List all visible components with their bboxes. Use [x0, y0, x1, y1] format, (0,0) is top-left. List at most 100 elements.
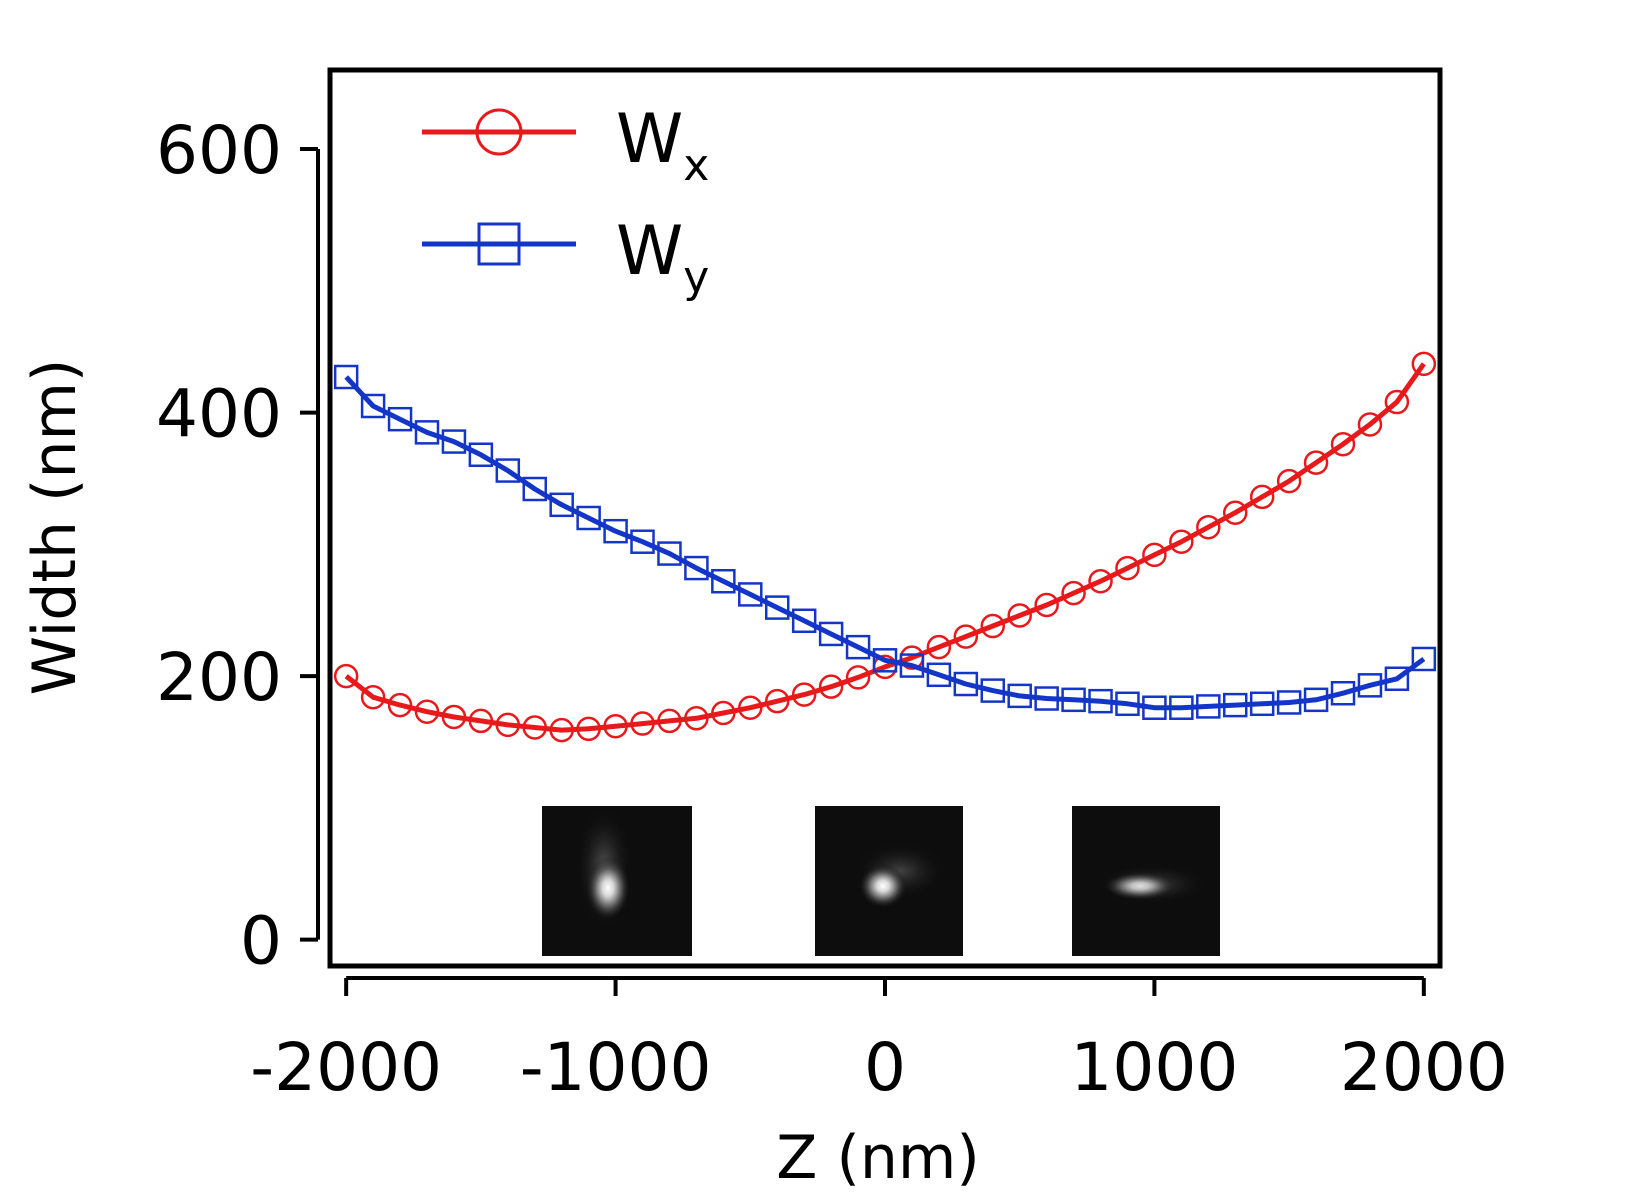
data-point-wy	[1384, 666, 1410, 692]
data-point-wx	[360, 684, 386, 710]
y-tick-label: 400	[156, 376, 282, 453]
data-point-wy	[441, 429, 467, 454]
data-point-wx	[1357, 412, 1383, 437]
legend-item-wy: Wy	[422, 212, 709, 303]
data-point-wy	[1034, 686, 1059, 711]
data-point-wx	[791, 682, 817, 707]
data-point-wx	[738, 695, 763, 720]
data-point-wx	[549, 717, 574, 743]
data-point-wy	[1169, 695, 1194, 720]
legend-marker-wx	[475, 108, 523, 156]
data-point-wx	[980, 613, 1006, 639]
x-tick-label: 1000	[1070, 1029, 1238, 1106]
series-line-wy	[344, 375, 1426, 711]
data-point-wy	[495, 458, 521, 483]
data-point-wx	[1196, 514, 1221, 540]
psf-image-3	[1072, 806, 1220, 956]
plot-frame	[327, 67, 1443, 969]
y-tick-label: 200	[156, 639, 282, 716]
data-point-wx	[1088, 568, 1113, 594]
data-point-wy	[468, 442, 494, 468]
data-point-wy	[1142, 695, 1167, 720]
legend-marker-wy	[477, 222, 521, 266]
data-point-wy	[711, 568, 736, 594]
data-point-wx	[845, 665, 871, 690]
data-point-wx	[1249, 484, 1275, 510]
y-axis-title: Width (nm)	[20, 359, 90, 696]
data-point-wy	[1411, 646, 1437, 672]
data-point-wx	[603, 713, 628, 739]
data-point-wy	[1115, 691, 1140, 717]
data-point-wx	[1007, 603, 1032, 628]
data-point-wy	[764, 595, 790, 620]
data-point-wx	[576, 716, 601, 742]
data-point-wx	[333, 663, 359, 689]
data-point-wx	[387, 692, 413, 718]
data-point-wx	[522, 715, 548, 740]
psf-image-2	[815, 806, 963, 956]
data-point-wy	[1088, 688, 1113, 714]
data-point-wx	[1169, 529, 1194, 554]
data-point-wy	[1061, 687, 1086, 713]
data-point-wy	[818, 621, 844, 647]
data-point-wy	[333, 364, 359, 390]
y-tick-label: 0	[240, 903, 282, 980]
data-point-wx	[1142, 542, 1167, 568]
data-point-wy	[1303, 687, 1329, 713]
legend-label-wx: Wx	[616, 100, 709, 191]
data-point-wx	[495, 712, 521, 738]
data-point-wx	[1384, 389, 1410, 415]
data-point-wy	[738, 582, 763, 607]
data-point-wx	[1411, 351, 1437, 377]
data-point-wx	[1303, 450, 1329, 475]
data-point-wx	[926, 634, 952, 660]
x-tick-label: -1000	[520, 1029, 712, 1106]
psf-image-1	[542, 806, 692, 956]
data-point-wx	[818, 674, 844, 699]
data-point-wy	[1249, 691, 1275, 717]
data-point-wy	[1196, 694, 1221, 719]
series-layer	[333, 351, 1437, 743]
data-point-wx	[953, 624, 979, 649]
data-point-wx	[414, 699, 440, 724]
data-point-wx	[1276, 468, 1302, 494]
data-point-wx	[711, 700, 736, 726]
data-point-wy	[899, 653, 925, 678]
legend: Wx Wy	[422, 100, 709, 303]
data-point-wx	[684, 706, 709, 731]
data-point-wx	[1330, 431, 1356, 457]
data-point-wy	[549, 492, 574, 518]
data-point-wy	[1007, 683, 1032, 709]
legend-item-wx: Wx	[422, 100, 709, 191]
data-point-wy	[953, 671, 979, 697]
data-point-wy	[630, 529, 655, 554]
data-point-wx	[630, 711, 655, 736]
data-point-wy	[360, 393, 386, 419]
data-point-wy	[845, 634, 871, 660]
y-tick-label: 600	[156, 112, 282, 189]
data-point-wy	[387, 406, 413, 432]
axes: 0 200 400 600 -2000 -1000 0 1000 2000	[156, 112, 1508, 1106]
data-point-wx	[657, 708, 682, 734]
legend-label-wy: Wy	[616, 212, 709, 303]
data-point-wx	[1222, 500, 1248, 525]
data-point-wx	[1061, 580, 1086, 606]
x-tick-label: 2000	[1340, 1029, 1508, 1106]
data-point-wx	[764, 688, 790, 714]
data-point-wy	[1276, 690, 1302, 715]
x-axis-title: Z (nm)	[776, 1123, 979, 1193]
data-point-wy	[522, 476, 548, 502]
data-point-wx	[468, 708, 494, 734]
data-point-wy	[926, 662, 952, 688]
data-point-wx	[441, 704, 467, 730]
data-point-wy	[1222, 692, 1248, 718]
data-point-wy	[1357, 673, 1383, 698]
data-point-wy	[576, 505, 601, 531]
data-point-wy	[657, 541, 682, 566]
data-point-wy	[603, 518, 628, 544]
data-point-wy	[872, 648, 898, 673]
series-line-wx	[344, 362, 1426, 733]
x-tick-label: 0	[864, 1029, 906, 1106]
data-point-wy	[414, 420, 440, 445]
